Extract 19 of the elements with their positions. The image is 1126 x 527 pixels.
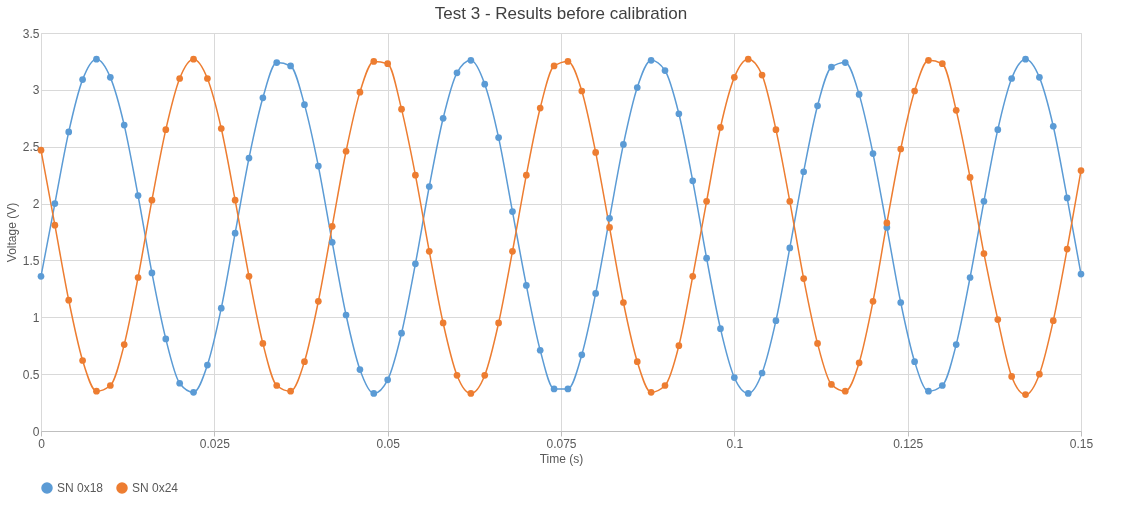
x-tick-label: 0.125: [893, 436, 924, 451]
y-tick-label: 1.5: [22, 253, 40, 268]
x-axis-title: Time (s): [539, 451, 584, 466]
chart-title: Test 3 - Results before calibration: [434, 4, 688, 23]
x-tick-label: 0.075: [546, 436, 577, 451]
legend-label: SN 0x18: [57, 481, 104, 495]
x-tick-label: 0.15: [1069, 436, 1094, 451]
x-tick-label: 0.05: [376, 436, 401, 451]
x-tick-label: 0.025: [199, 436, 231, 451]
legend-label: SN 0x24: [132, 481, 179, 495]
y-tick-label: 1: [32, 310, 40, 325]
y-tick-label: 0: [32, 424, 40, 439]
x-tick-label: 0.1: [726, 436, 744, 451]
y-tick-label: 0.5: [22, 367, 40, 382]
y-tick-label: 2: [32, 197, 40, 212]
y-tick-label: 3: [32, 83, 40, 98]
y-axis-title: Voltage (V): [4, 202, 19, 263]
y-tick-label: 2.5: [22, 140, 40, 155]
y-tick-label: 3.5: [22, 26, 40, 41]
